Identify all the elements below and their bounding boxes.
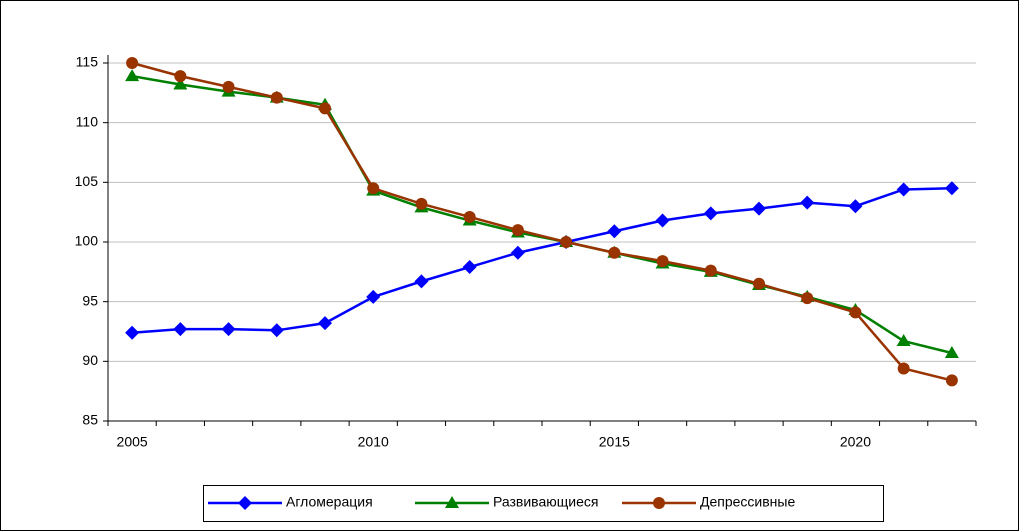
data-point xyxy=(125,69,140,82)
y-tick-label: 90 xyxy=(82,352,98,368)
legend-box xyxy=(203,485,884,522)
data-point xyxy=(848,199,863,214)
data-point xyxy=(945,374,958,387)
x-tick-label: 2005 xyxy=(117,434,148,450)
legend-label: Депрессивные xyxy=(700,494,795,510)
data-point xyxy=(367,182,380,195)
data-point xyxy=(269,323,284,338)
legend-marker xyxy=(653,497,665,509)
y-tick-label: 100 xyxy=(75,233,99,249)
data-point xyxy=(608,246,621,259)
y-tick-label: 105 xyxy=(75,173,99,189)
data-point xyxy=(944,345,959,358)
data-point xyxy=(463,210,476,223)
data-point xyxy=(897,362,910,375)
data-point xyxy=(270,91,283,104)
data-point xyxy=(896,334,911,347)
data-point xyxy=(656,255,669,268)
series-line xyxy=(131,61,953,382)
data-point xyxy=(800,195,815,210)
data-point xyxy=(125,325,140,340)
data-point xyxy=(462,260,477,275)
legend-marker xyxy=(445,496,459,508)
data-point xyxy=(801,292,814,305)
legend-label: Развивающиеся xyxy=(493,494,598,510)
y-tick-label: 110 xyxy=(76,113,99,129)
y-tick-label: 85 xyxy=(82,412,98,428)
data-point xyxy=(704,264,717,277)
data-point xyxy=(221,322,236,337)
data-point xyxy=(849,306,862,319)
x-tick-label: 2015 xyxy=(599,434,630,450)
data-point xyxy=(126,57,139,69)
series-line xyxy=(132,187,952,334)
y-tick-label: 95 xyxy=(82,292,98,308)
data-point xyxy=(318,316,332,331)
legend-marker xyxy=(238,496,252,510)
data-point xyxy=(753,277,765,290)
data-point xyxy=(174,70,187,83)
legend-label: Агломерация xyxy=(286,494,373,510)
data-point xyxy=(607,224,622,239)
data-point xyxy=(655,213,670,228)
x-tick-label: 2010 xyxy=(358,434,389,450)
data-point xyxy=(511,224,524,237)
data-point xyxy=(319,102,331,115)
y-tick-label: 115 xyxy=(76,54,99,70)
data-point xyxy=(703,206,718,221)
data-point xyxy=(173,77,188,90)
data-point xyxy=(944,181,959,196)
data-point xyxy=(896,182,911,197)
data-point xyxy=(173,322,188,337)
data-point xyxy=(366,289,381,304)
data-point xyxy=(414,274,429,289)
data-point xyxy=(560,236,573,248)
data-point xyxy=(415,197,428,210)
data-point xyxy=(510,245,525,260)
data-point xyxy=(752,201,766,216)
x-tick-label: 2020 xyxy=(840,434,871,450)
data-point xyxy=(222,80,235,93)
